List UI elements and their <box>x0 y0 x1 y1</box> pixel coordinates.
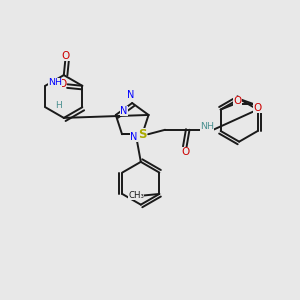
Text: CH₃: CH₃ <box>128 191 144 200</box>
Text: NH: NH <box>200 122 214 131</box>
Text: O: O <box>61 51 69 61</box>
Text: NH: NH <box>48 78 62 87</box>
Text: S: S <box>139 128 147 141</box>
Text: O: O <box>254 103 262 113</box>
Text: N: N <box>130 132 138 142</box>
Text: H: H <box>55 101 62 110</box>
Text: O: O <box>233 96 242 106</box>
Text: N: N <box>127 90 134 100</box>
Text: O: O <box>181 147 189 157</box>
Text: N: N <box>120 106 128 116</box>
Text: O: O <box>58 79 66 89</box>
